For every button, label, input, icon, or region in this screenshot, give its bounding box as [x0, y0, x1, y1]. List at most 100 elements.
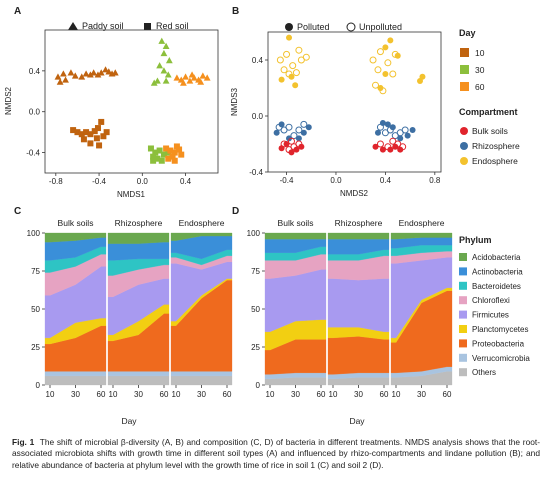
y-tick-label: 100 [247, 229, 261, 238]
polluted-point [278, 76, 285, 83]
panel-a: A Paddy soil Red soil -0.8 -0.4 0.0 0.4 0.4 0… [4, 6, 219, 199]
area-band-acidobacteria [107, 232, 170, 244]
legend-paddy-soil: Paddy soil [82, 21, 124, 31]
legend-phylum-label: Verrucomicrobia [472, 354, 530, 363]
panel-a-ylabel: NMDS2 [4, 86, 13, 115]
unpolluted-point [295, 126, 303, 134]
y-tick-label: 25 [31, 343, 40, 352]
paddy-soil-point [62, 76, 69, 83]
area-band-firmicutes [327, 278, 390, 332]
y-tick-label: 75 [251, 267, 260, 276]
paddy-soil-point [160, 49, 168, 57]
panel-d-chart: 100 75 50 25 0 Bulk soils 10 30 60 Rhizosphere 10 3… [247, 218, 453, 399]
unpolluted-point [287, 137, 295, 145]
legend-phylum-label: Actinobacteria [472, 267, 523, 276]
unpolluted-point [389, 70, 397, 78]
legend-day-swatch [460, 82, 469, 91]
unpolluted-point [401, 126, 409, 134]
paddy-soil-point [162, 77, 170, 84]
x-tick-label: 0.0 [330, 176, 342, 185]
polluted-point [300, 129, 307, 136]
polluted-point [273, 129, 280, 136]
polluted-point [392, 143, 399, 150]
red-soil-point [160, 151, 167, 158]
legend-phylum-swatch [459, 368, 467, 377]
paddy-soil-point [156, 62, 164, 69]
area-band-acidobacteria [327, 232, 390, 240]
legend-unpolluted: Unpolluted [359, 22, 402, 32]
legend-polluted: Polluted [297, 22, 330, 32]
legend-phylum-swatch [459, 296, 467, 305]
paddy-soil-point [54, 73, 62, 80]
y-tick-label: 50 [251, 305, 260, 314]
red-soil-point [103, 129, 110, 136]
paddy-soil-point [199, 72, 207, 79]
unpolluted-point [376, 48, 384, 56]
polluted-point [288, 149, 295, 156]
x-tick-label: 10 [329, 390, 338, 399]
red-soil-point [87, 140, 94, 147]
unpolluted-open-circle-icon [346, 22, 356, 32]
legend-compartment-label: Endosphere [472, 156, 518, 166]
paddy-soil-point [154, 77, 161, 84]
red-soil-point [150, 157, 157, 164]
paddy-soil-point [111, 69, 119, 76]
unpolluted-point [289, 62, 297, 70]
polluted-point [384, 121, 391, 128]
unpolluted-point [376, 140, 384, 148]
panel-b: B Polluted Unpolluted -0.4 0.0 0.4 0.8 0.4 0.… [230, 6, 442, 198]
unpolluted-point [384, 59, 392, 67]
legend-phylum-title: Phylum [459, 235, 492, 245]
panel-b-letter: B [232, 6, 239, 17]
panel-b-points [273, 34, 426, 156]
polluted-point [374, 129, 381, 136]
panel-a-letter: A [14, 6, 21, 17]
unpolluted-point [290, 132, 298, 140]
panel-a-axes: -0.8 -0.4 0.0 0.4 0.4 0.0 -0.4 [26, 67, 191, 186]
polluted-point [397, 146, 404, 153]
polluted-point [288, 73, 295, 80]
x-tick-label: 0.4 [180, 177, 192, 186]
legend-day-title: Day [459, 28, 476, 38]
paddy-soil-point [186, 77, 194, 84]
figure-caption: Fig. 1 The shift of microbial β-diversit… [12, 437, 540, 471]
panel-c-letter: C [14, 206, 21, 217]
red-soil-point [173, 143, 180, 150]
panel-a-xlabel: NMDS1 [117, 190, 146, 199]
red-soil-point [171, 149, 178, 156]
x-tick-label: 10 [172, 390, 181, 399]
red-soil-point [150, 153, 157, 160]
paddy-soil-point [97, 69, 105, 76]
legend-compartment-swatch [460, 157, 468, 165]
paddy-soil-point [164, 71, 172, 78]
red-soil-point [83, 129, 90, 136]
panel-b-frame [267, 31, 442, 173]
caption-label: Fig. 1 [12, 437, 35, 447]
legend-compartment-label: Rhizosphere [472, 141, 520, 151]
red-soil-point [87, 131, 94, 138]
red-soil-point [163, 145, 170, 152]
area-band-others [44, 375, 107, 386]
paddy-soil-point [102, 66, 109, 73]
legend-day-label: 60 [475, 82, 485, 92]
red-soil-point [78, 131, 85, 138]
legend-red-soil: Red soil [156, 21, 189, 31]
paddy-soil-point [165, 57, 173, 64]
legend-day-swatch [460, 48, 469, 57]
x-tick-label: 30 [71, 390, 80, 399]
legend-phylum: Phylum Acidobacteria Actinobacteria Bacter… [459, 235, 530, 377]
x-tick-label: -0.8 [49, 177, 63, 186]
x-tick-label: 0.8 [429, 176, 441, 185]
x-tick-label: 10 [46, 390, 55, 399]
panel-b-ylabel: NMDS3 [230, 87, 239, 116]
unpolluted-point [295, 46, 303, 54]
legend-compartment-title: Compartment [459, 107, 518, 117]
unpolluted-point [302, 53, 310, 61]
area-band-acidobacteria [170, 232, 233, 241]
red-soil-point [165, 155, 172, 162]
unpolluted-point [369, 56, 377, 64]
red-soil-point [147, 145, 154, 152]
red-soil-point [98, 118, 105, 125]
panel-c-xlabel: Day [121, 416, 137, 426]
